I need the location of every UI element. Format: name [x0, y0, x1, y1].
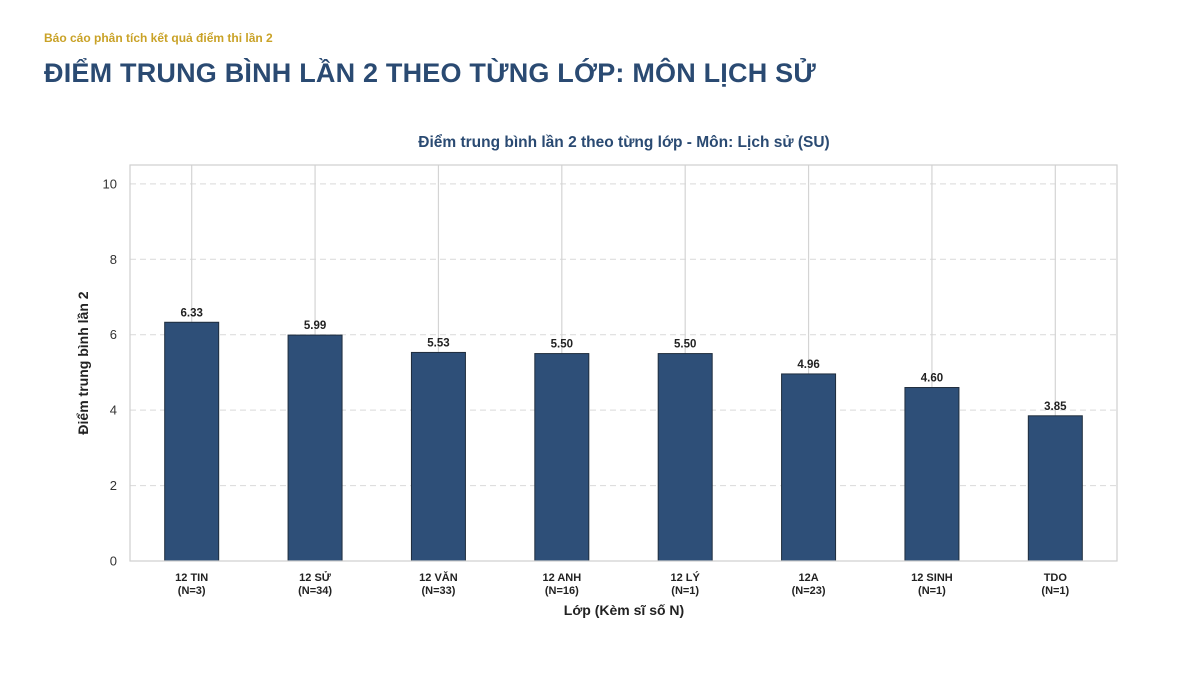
bar	[410, 351, 466, 562]
x-tick-count-label: (N=1)	[671, 585, 699, 597]
x-tick-count-label: (N=34)	[298, 585, 332, 597]
bar	[781, 373, 837, 562]
report-label: Báo cáo phân tích kết quả điểm thi lần 2	[44, 31, 273, 45]
bar	[1027, 415, 1083, 562]
y-tick-label: 8	[110, 252, 117, 267]
bar	[904, 387, 960, 562]
x-tick-count-label: (N=16)	[545, 585, 579, 597]
x-tick-count-label: (N=23)	[792, 585, 826, 597]
plot-frame	[129, 164, 1118, 562]
y-tick-label: 10	[103, 176, 117, 191]
bar-value-label: 6.33	[180, 307, 202, 319]
bar-value-label: 3.85	[1044, 401, 1067, 413]
bar	[287, 334, 343, 562]
bar-value-label: 5.99	[304, 320, 326, 332]
x-axis-label: Lớp (Kèm sĩ số N)	[564, 602, 684, 618]
y-axis-label: Điểm trung bình lần 2	[75, 291, 91, 434]
x-tick-count-label: (N=3)	[178, 585, 206, 597]
bar-value-label: 4.96	[797, 359, 819, 371]
x-tick-label: 12 TIN	[175, 572, 208, 584]
page-title: ĐIỂM TRUNG BÌNH LẦN 2 THEO TỪNG LỚP: MÔN…	[44, 58, 816, 88]
x-tick-count-label: (N=1)	[918, 585, 946, 597]
bar-value-label: 4.60	[921, 373, 943, 385]
x-tick-label: TDO	[1044, 572, 1068, 584]
x-tick-label: 12 LÝ	[671, 571, 701, 584]
x-tick-label: 12 VĂN	[419, 571, 458, 584]
y-tick-label: 0	[110, 554, 117, 569]
bar-value-label: 5.53	[427, 337, 449, 349]
x-tick-count-label: (N=33)	[421, 585, 455, 597]
bar	[657, 353, 713, 562]
x-tick-label: 12A	[798, 572, 818, 584]
bar-value-label: 5.50	[674, 339, 696, 351]
bar	[164, 321, 220, 562]
y-tick-label: 2	[110, 478, 117, 493]
x-tick-count-label: (N=1)	[1041, 585, 1069, 597]
chart-title: Điểm trung bình lần 2 theo từng lớp - Mô…	[418, 134, 829, 151]
y-tick-label: 6	[110, 327, 117, 342]
bar	[534, 353, 590, 562]
x-tick-label: 12 SỬ	[299, 571, 332, 584]
y-tick-label: 4	[110, 403, 117, 418]
bar-value-label: 5.50	[551, 339, 573, 351]
x-tick-label: 12 ANH	[542, 572, 581, 584]
x-tick-label: 12 SINH	[911, 572, 953, 584]
